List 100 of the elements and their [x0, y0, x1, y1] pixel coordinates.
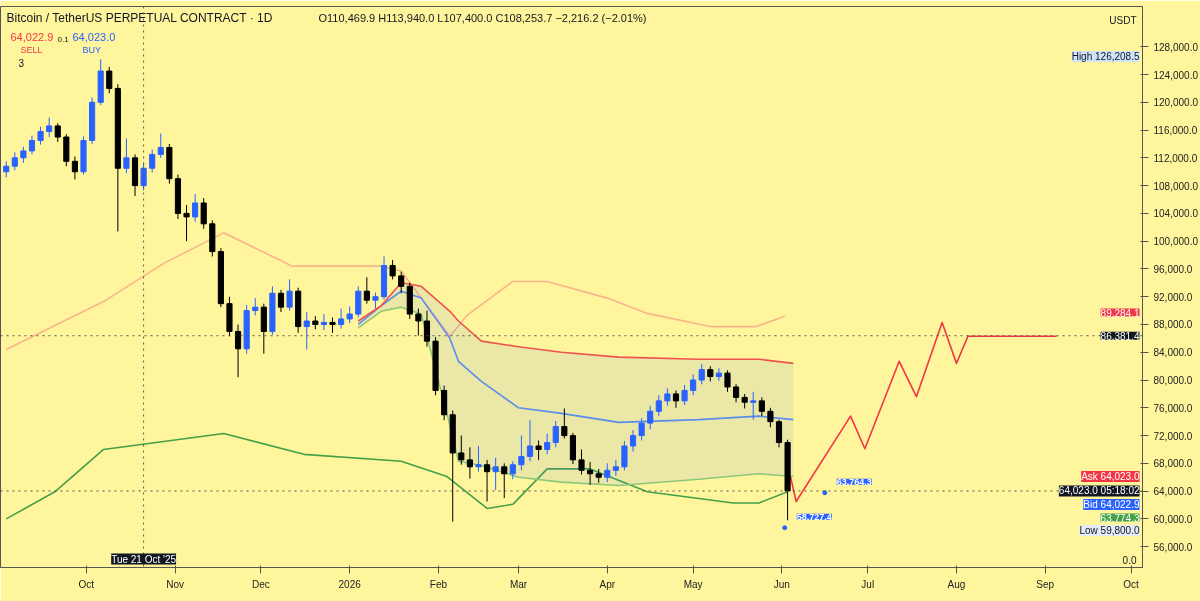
x-tick-label: Dec: [252, 578, 270, 590]
line-series: [357, 290, 795, 424]
x-tick-label: Jun: [773, 578, 790, 590]
y-tick-label: 92,000.0: [1153, 291, 1193, 303]
x-tick-label: Feb: [429, 578, 448, 590]
y-tick-label: 112,000.0: [1153, 152, 1198, 164]
y-tick-label: 124,000.0: [1153, 69, 1199, 81]
y-tick-label: 104,000.0: [1153, 208, 1199, 220]
candlestick: [518, 435, 525, 471]
candlestick: [183, 204, 190, 242]
x-tick-label: May: [683, 578, 703, 590]
y-tick-label: 68,000.0: [1153, 458, 1193, 470]
y-tick-label: 116,000.0: [1153, 125, 1198, 137]
annotation: 58,727.4: [796, 511, 832, 522]
candlestick: [398, 271, 405, 294]
candlestick: [604, 462, 611, 483]
annotation: SELL: [20, 44, 43, 55]
candlestick: [157, 133, 164, 159]
x-tick-label: Nov: [166, 578, 184, 590]
candlestick: [552, 420, 559, 448]
annotation: High 126,208.5: [1071, 51, 1140, 62]
y-tick-label: 72,000.0: [1153, 430, 1193, 442]
candlestick: [286, 278, 293, 312]
x-tick-label: Oct: [1123, 578, 1140, 590]
x-tick-label: Sep: [1036, 578, 1055, 590]
ref-line-label: 64,023.0 05:18:02: [1058, 485, 1140, 497]
ref-line-label: 86,381.4: [1100, 330, 1140, 342]
candlestick: [621, 440, 628, 471]
candlestick: [638, 417, 645, 441]
annotation: 63,774.3: [1100, 512, 1140, 524]
candlestick: [526, 419, 534, 462]
y-tick-label: 108,000.0: [1153, 180, 1199, 192]
candlestick: [106, 66, 113, 94]
annotation: 0.1: [57, 34, 70, 44]
candlestick: [277, 289, 285, 313]
candlestick: [149, 149, 156, 173]
y-tick-label: 84,000.0: [1153, 347, 1193, 359]
annotation: 89,284.1: [1100, 307, 1140, 319]
candlestick: [46, 117, 53, 138]
candlestick: [767, 407, 774, 428]
y-tick-label: 76,000.0: [1153, 402, 1193, 414]
candlestick: [200, 197, 207, 230]
candlestick: [612, 459, 619, 477]
candlestick: [775, 419, 783, 448]
candlestick: [303, 311, 310, 350]
candlestick: [355, 285, 362, 319]
annotation: 0.0: [1122, 554, 1137, 566]
candlestick: [698, 363, 705, 385]
candlestick: [37, 126, 44, 146]
candlestick: [54, 122, 61, 143]
y-tick-label: 100,000.0: [1153, 236, 1199, 248]
candlestick: [733, 383, 740, 403]
candlestick: [578, 448, 585, 475]
candlestick: [535, 439, 542, 461]
x-tick-label: Mar: [509, 578, 528, 590]
candlestick: [561, 408, 568, 439]
candlestick: [655, 394, 662, 417]
candlestick: [501, 462, 508, 499]
candlestick: [415, 308, 422, 337]
x-tick-label: 2026: [338, 578, 362, 590]
candlestick: [724, 369, 731, 393]
y-tick-label: 64,000.0: [1153, 486, 1193, 498]
line-series: [789, 321, 1058, 503]
candlestick: [544, 433, 551, 455]
y-tick-label: 128,000.0: [1153, 41, 1199, 53]
chart-title: Bitcoin / TetherUS PERPETUAL CONTRACT · 1D: [6, 10, 273, 25]
annotation: 64,022.9: [10, 30, 54, 43]
candlestick: [466, 446, 473, 480]
candlestick: [672, 389, 680, 409]
x-tick-label: Apr: [599, 578, 616, 590]
candlestick: [458, 435, 465, 466]
y-tick-label: 60,000.0: [1153, 513, 1193, 525]
candlestick: [320, 313, 327, 331]
annotation: 63,764.3: [836, 476, 872, 487]
candlestick: [363, 276, 370, 305]
annotation: 3: [18, 57, 25, 69]
candlestick: [509, 460, 516, 480]
candlestick: [28, 135, 36, 155]
line-series: [5, 232, 786, 351]
candlestick: [11, 151, 18, 171]
x-tick-label: Oct: [78, 578, 95, 590]
y-tick-label: 88,000.0: [1153, 319, 1193, 331]
candlestick: [629, 429, 637, 453]
candlestick: [758, 396, 765, 417]
candlestick: [389, 259, 396, 280]
x-tick-label: Aug: [947, 578, 966, 590]
candlestick: [338, 308, 345, 330]
candlestick: [475, 445, 482, 473]
candlestick: [123, 137, 130, 174]
text: O110,469.9 H113,940.0 L107,400.0 C108,253.7 −2,216.2 (−2.01%): [318, 11, 647, 24]
annotation: Ask 64,023.0: [1081, 471, 1140, 482]
annotation: Bid 64,022.9: [1083, 499, 1140, 510]
candlestick: [750, 391, 757, 421]
y-tick-label: 96,000.0: [1153, 263, 1193, 275]
candlestick: [715, 367, 722, 382]
y-tick-label: 56,000.0: [1153, 541, 1193, 553]
annotation: BUY: [82, 44, 102, 55]
candlestick: [483, 459, 491, 503]
annotation: 64,023.0: [72, 30, 116, 43]
candlestick: [492, 457, 499, 491]
